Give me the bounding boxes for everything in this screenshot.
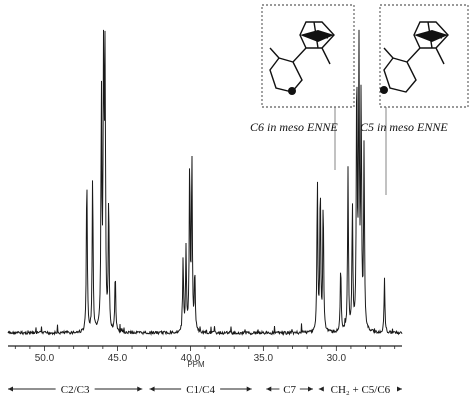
x-tick-label: 35.0	[254, 353, 274, 364]
c5-marker-dot	[380, 86, 388, 94]
structure-inset-c6: C6 in meso ENNE	[250, 4, 355, 170]
peak-6	[114, 273, 116, 275]
region-arrowhead	[246, 386, 252, 392]
peak-12	[316, 178, 318, 180]
peak-10	[191, 154, 193, 156]
x-tick-label: 45.0	[108, 353, 128, 364]
spectrum-line	[7, 29, 403, 336]
region-arrowhead	[318, 386, 324, 392]
region-arrowhead	[397, 386, 402, 392]
x-tick-label: 50.0	[35, 353, 55, 364]
peak-18	[356, 65, 358, 67]
peak-13	[319, 184, 321, 186]
peak-5	[108, 198, 110, 200]
x-axis-title: PPM	[187, 360, 205, 369]
peak-15	[340, 264, 342, 266]
x-tick-label: 40.0	[181, 353, 201, 364]
region-label-0: C2/C3	[61, 384, 90, 396]
region-label-1: C1/C4	[186, 384, 215, 396]
region-label-3: CH₂ + C5/C6	[331, 384, 391, 396]
annotation-c5: C5 in meso ENNE	[360, 120, 448, 134]
region-arrowhead	[137, 386, 143, 392]
peak-9	[189, 160, 191, 162]
region-arrowhead	[266, 386, 272, 392]
region-labels: C2/C3 C1/C4 C7 CH₂ + C5/C6	[8, 384, 402, 396]
structure-inset-c5: C5 in meso ENNE	[360, 4, 469, 195]
c6-marker-dot	[288, 87, 296, 95]
region-arrowhead	[8, 386, 13, 392]
x-axis-ticks: 50.0 45.0 40.0 35.0 30.0	[14, 346, 396, 364]
region-arrowhead	[149, 386, 155, 392]
peak-14	[322, 198, 324, 200]
peak-1	[92, 172, 94, 174]
annotation-c6: C6 in meso ENNE	[250, 120, 338, 134]
peak-0	[86, 169, 88, 171]
region-arrowhead	[307, 386, 313, 392]
peak-11	[194, 273, 196, 275]
x-tick-label: 30.0	[327, 353, 347, 364]
region-label-2: C7	[283, 384, 296, 396]
